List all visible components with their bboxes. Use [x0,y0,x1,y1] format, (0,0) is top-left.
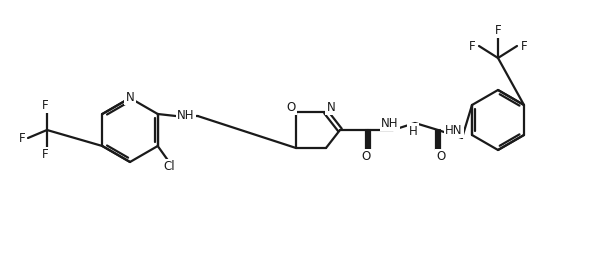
Text: NH: NH [381,116,399,130]
Text: O: O [361,150,371,163]
Text: F: F [42,148,48,162]
Text: N: N [125,91,134,103]
Text: HN: HN [445,123,463,136]
Text: F: F [42,98,48,111]
Text: F: F [469,39,475,53]
Text: Cl: Cl [163,160,174,173]
Text: F: F [495,24,501,36]
Text: O: O [436,150,445,163]
Text: N: N [327,101,336,113]
Text: O: O [287,101,296,113]
Text: NH: NH [177,108,195,121]
Text: F: F [19,131,25,145]
Text: F: F [521,39,527,53]
Text: H: H [408,125,417,138]
